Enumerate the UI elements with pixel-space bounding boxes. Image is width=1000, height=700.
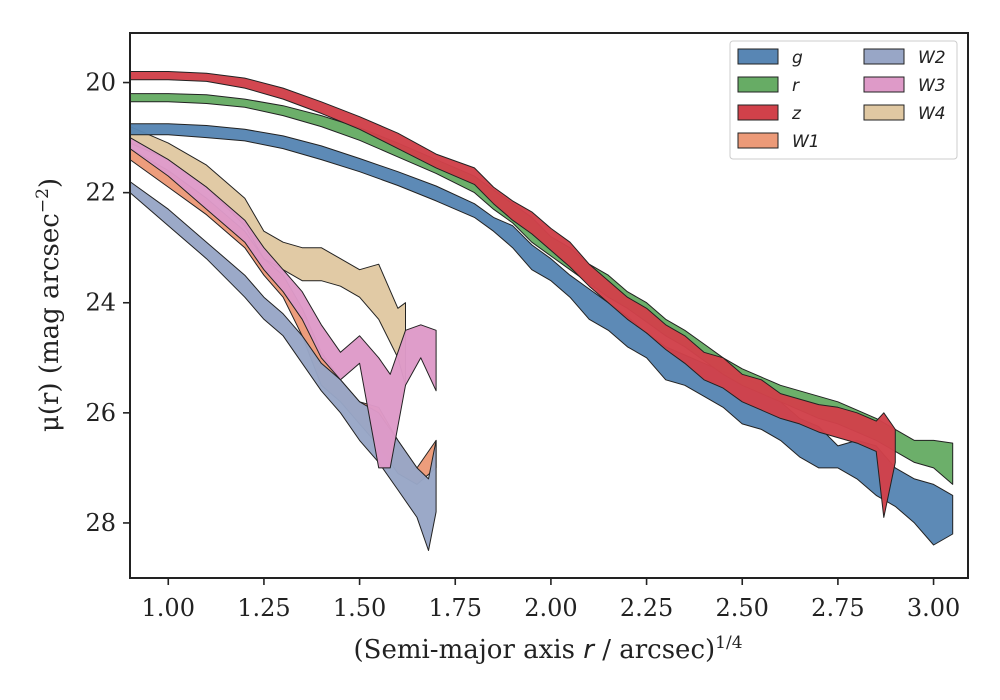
legend-swatch-w3 bbox=[863, 76, 905, 93]
x-tick-label: 2.75 bbox=[811, 594, 864, 622]
x-tick-label: 2.00 bbox=[524, 594, 577, 622]
legend-label-w2: W2 bbox=[918, 48, 946, 68]
legend-label-z: z bbox=[791, 104, 802, 124]
legend-swatch-r bbox=[737, 76, 779, 93]
band-w3 bbox=[129, 137, 437, 469]
y-axis-ticks: 20 22 24 26 28 bbox=[85, 69, 130, 537]
legend-swatch-w4 bbox=[863, 104, 905, 121]
legend-swatch-z bbox=[737, 104, 779, 121]
profile-bands bbox=[129, 71, 954, 551]
x-axis-ticks: 1.00 1.25 1.50 1.75 2.00 2.25 2.50 2.75 3.00 bbox=[142, 578, 960, 622]
legend: grz W1 W2 W3 W4 bbox=[729, 40, 958, 160]
y-tick-label: 22 bbox=[85, 179, 116, 207]
legend-label-w1: W1 bbox=[792, 132, 820, 152]
x-tick-label: 1.00 bbox=[142, 594, 195, 622]
legend-swatch-g bbox=[737, 48, 779, 65]
x-tick-label: 1.50 bbox=[333, 594, 386, 622]
band-g bbox=[129, 123, 954, 546]
x-tick-label: 2.50 bbox=[716, 594, 769, 622]
y-tick-label: 26 bbox=[85, 399, 116, 427]
legend-label-g: g bbox=[792, 48, 803, 68]
legend-swatch-w1 bbox=[737, 132, 779, 149]
legend-swatch-w2 bbox=[863, 48, 905, 65]
y-tick-label: 28 bbox=[85, 509, 116, 537]
x-tick-label: 1.75 bbox=[429, 594, 482, 622]
x-tick-label: 3.00 bbox=[907, 594, 960, 622]
legend-label-r: r bbox=[792, 76, 800, 96]
y-tick-label: 24 bbox=[85, 289, 116, 317]
x-tick-label: 1.25 bbox=[237, 594, 290, 622]
band-z bbox=[129, 71, 896, 518]
band-w2 bbox=[129, 181, 437, 551]
y-axis-label: μ(r) (mag arcsec−2) bbox=[33, 178, 65, 432]
legend-label-w4: W4 bbox=[918, 104, 946, 124]
y-tick-label: 20 bbox=[85, 69, 116, 97]
plot-frame bbox=[129, 32, 969, 579]
x-axis-label: (Semi-major axis r / arcsec)1/4 bbox=[353, 633, 742, 665]
legend-label-w3: W3 bbox=[918, 76, 946, 96]
x-tick-label: 2.25 bbox=[620, 594, 673, 622]
legend-box bbox=[729, 40, 958, 160]
